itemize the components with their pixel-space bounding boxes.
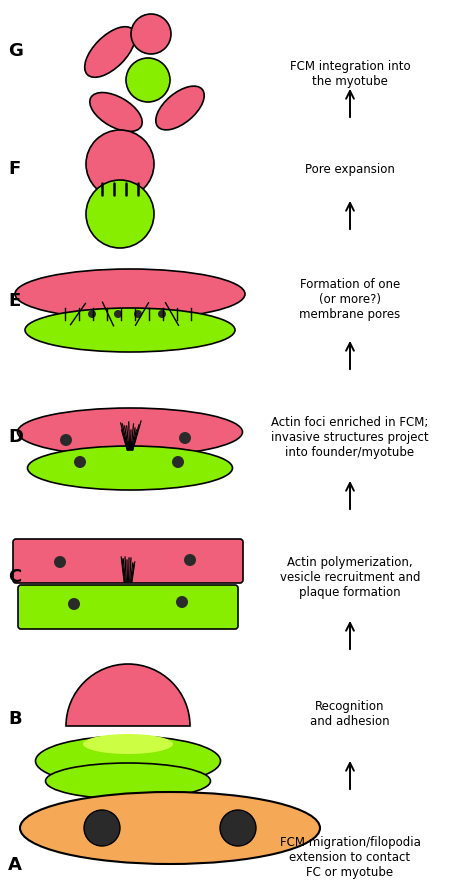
Text: Pore expansion: Pore expansion — [305, 163, 395, 176]
Ellipse shape — [83, 734, 173, 754]
Circle shape — [134, 310, 142, 318]
Circle shape — [60, 434, 72, 446]
Ellipse shape — [15, 269, 245, 319]
Circle shape — [176, 596, 188, 608]
Text: Actin polymerization,
vesicle recruitment and
plaque formation: Actin polymerization, vesicle recruitmen… — [280, 556, 420, 599]
Circle shape — [84, 810, 120, 846]
Circle shape — [220, 810, 256, 846]
Ellipse shape — [156, 86, 204, 130]
Circle shape — [172, 456, 184, 468]
Circle shape — [68, 598, 80, 610]
Text: A: A — [8, 856, 22, 874]
Circle shape — [86, 130, 154, 198]
Text: FCM integration into
the myotube: FCM integration into the myotube — [290, 60, 410, 88]
Ellipse shape — [90, 93, 142, 132]
Ellipse shape — [20, 792, 320, 864]
Ellipse shape — [46, 763, 210, 799]
Circle shape — [114, 310, 122, 318]
Text: E: E — [8, 292, 20, 310]
Text: B: B — [8, 710, 22, 728]
Circle shape — [126, 58, 170, 102]
Text: Recognition
and adhesion: Recognition and adhesion — [310, 700, 390, 728]
Text: C: C — [8, 568, 21, 586]
Ellipse shape — [27, 446, 233, 490]
Circle shape — [88, 310, 96, 318]
Text: Formation of one
(or more?)
membrane pores: Formation of one (or more?) membrane por… — [300, 278, 401, 321]
FancyBboxPatch shape — [18, 585, 238, 629]
Ellipse shape — [36, 736, 220, 786]
Circle shape — [86, 180, 154, 248]
Text: F: F — [8, 160, 20, 178]
Ellipse shape — [85, 27, 135, 77]
Circle shape — [131, 14, 171, 54]
Circle shape — [74, 456, 86, 468]
Circle shape — [54, 556, 66, 568]
Text: G: G — [8, 42, 23, 60]
Ellipse shape — [25, 308, 235, 352]
Text: FCM migration/filopodia
extension to contact
FC or myotube: FCM migration/filopodia extension to con… — [280, 836, 420, 879]
Text: Actin foci enriched in FCM;
invasive structures project
into founder/myotube: Actin foci enriched in FCM; invasive str… — [271, 416, 429, 459]
FancyBboxPatch shape — [13, 539, 243, 583]
Ellipse shape — [18, 408, 243, 456]
Wedge shape — [66, 664, 190, 726]
Circle shape — [179, 432, 191, 444]
Circle shape — [158, 310, 166, 318]
Text: D: D — [8, 428, 23, 446]
Circle shape — [184, 554, 196, 566]
